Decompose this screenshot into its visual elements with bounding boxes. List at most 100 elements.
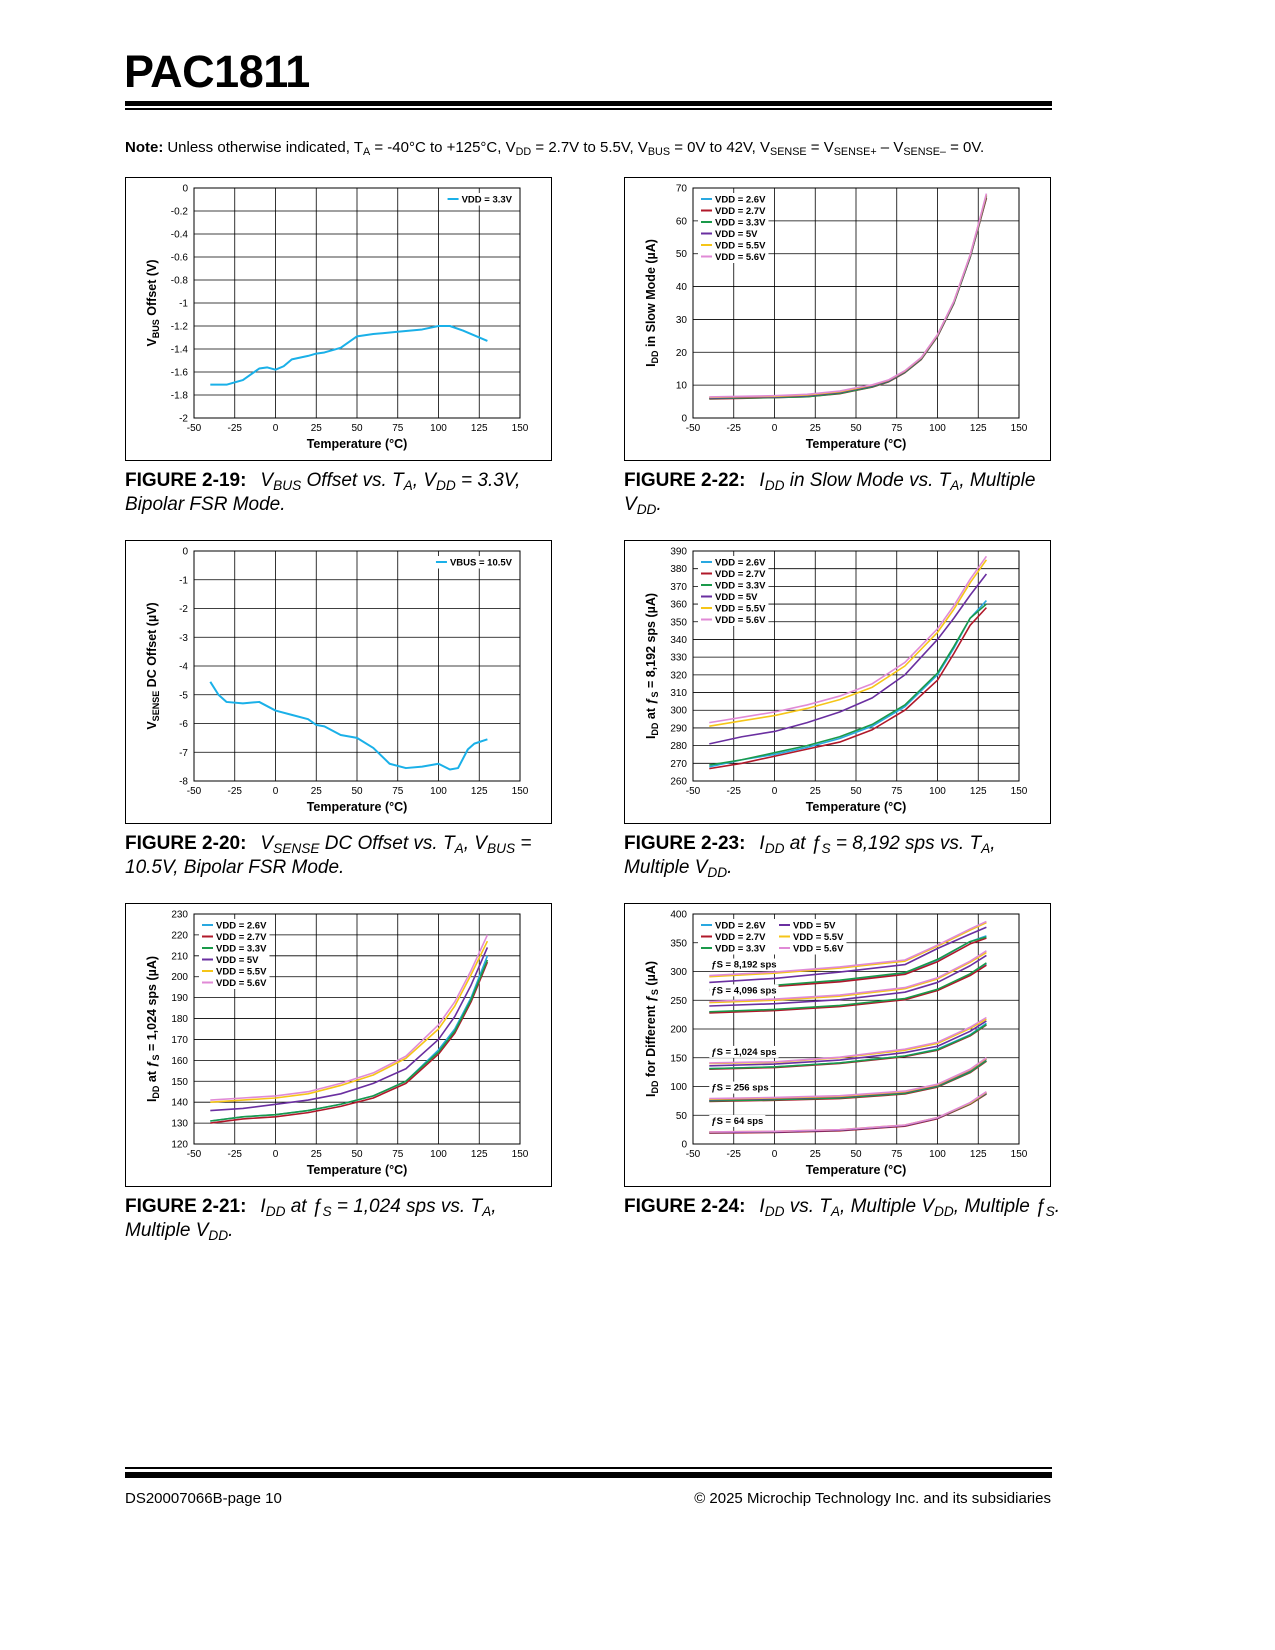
x-tick-label: 150 — [512, 423, 529, 434]
y-tick-label: 350 — [670, 938, 687, 949]
footer-doc-id: DS20007066B-page 10 — [125, 1490, 282, 1507]
y-axis-label-piece: Offset (V) — [145, 259, 159, 319]
x-tick-label: 150 — [512, 1149, 529, 1160]
legend-label: VDD = 5V — [715, 229, 758, 240]
legend-label: VDD = 5V — [715, 592, 758, 603]
caption-piece: DD — [636, 502, 657, 518]
x-tick-label: 125 — [471, 786, 488, 797]
figure: 120 130 140 150 160 170 180 190 200 210 220 230 -50 -… — [125, 903, 552, 1266]
series-line — [709, 920, 987, 977]
note-piece: = 2.7V to 5.5V, V — [531, 139, 648, 156]
note-piece: BUS — [647, 146, 671, 159]
y-axis-label-piece: DD — [650, 722, 660, 735]
caption-piece: = 8,192 sps vs. T — [830, 833, 982, 854]
y-tick-label: 60 — [676, 216, 688, 227]
y-tick-label: 340 — [670, 635, 687, 646]
series-line — [709, 1091, 987, 1133]
x-tick-label: 75 — [891, 1149, 903, 1160]
caption-piece: A — [454, 841, 464, 857]
x-tick-label: 50 — [351, 786, 363, 797]
x-tick-label: 25 — [311, 1149, 323, 1160]
y-axis-label-piece: S — [650, 989, 660, 995]
series-line — [209, 681, 488, 771]
y-tick-label: -4 — [179, 662, 188, 673]
caption-piece: Offset vs. T — [301, 470, 404, 491]
annotation: ƒS = 8,192 sps — [711, 960, 776, 971]
caption-piece: A — [403, 478, 413, 494]
y-tick-label: -0.6 — [171, 253, 189, 264]
caption-piece: I — [759, 470, 765, 491]
x-tick-label: -25 — [727, 786, 742, 797]
caption-piece: BUS — [273, 478, 302, 494]
caption-piece: I — [260, 1196, 266, 1217]
y-tick-label: 50 — [676, 1111, 688, 1122]
annotation-bg — [709, 1045, 779, 1058]
y-axis-label-piece: DD — [650, 1080, 660, 1093]
x-tick-label: 125 — [471, 1149, 488, 1160]
y-tick-label: 130 — [171, 1119, 188, 1130]
series-line — [709, 926, 987, 984]
y-tick-label: -1 — [179, 299, 188, 310]
y-tick-label: 200 — [171, 972, 188, 983]
caption-piece: DD — [208, 1228, 229, 1244]
x-tick-label: 100 — [430, 1149, 447, 1160]
caption-text: VBUS Offset vs. TA, VDD = 3.3V, Bipolar … — [125, 470, 520, 515]
y-tick-label: 200 — [670, 1025, 687, 1036]
chart: -2 -1.8 -1.6 -1.4 -1.2 -1 -0.8 -0.6 -0.4 -0.2 0 -50… — [125, 177, 552, 461]
figure-number: FIGURE 2-24: — [624, 1196, 746, 1217]
x-tick-label: 25 — [810, 786, 822, 797]
note-piece: = 0V. — [945, 139, 985, 156]
series-line — [709, 555, 988, 724]
y-axis-label-piece: BUS — [151, 319, 161, 338]
caption: FIGURE 2-21: IDD at ƒS = 1,024 sps vs. TA… — [125, 1195, 565, 1243]
figure: 0 10 20 30 40 50 60 70 -50 -25 0 25 50 75 100 125 150 Tem… — [624, 177, 1051, 540]
plot-frame — [692, 913, 1020, 1145]
y-tick-label: 50 — [676, 249, 688, 260]
x-tick-label: 25 — [810, 423, 822, 434]
series-line — [709, 954, 987, 1007]
caption-piece: , V — [412, 470, 436, 491]
annotation: ƒS = 4,096 sps — [711, 985, 776, 996]
chart: 120 130 140 150 160 170 180 190 200 210 220 230 -50 -… — [125, 903, 552, 1187]
caption: FIGURE 2-20: VSENSE DC Offset vs. TA, VBU… — [125, 832, 565, 880]
x-tick-label: 125 — [471, 423, 488, 434]
y-tick-label: 370 — [670, 582, 687, 593]
chart: 0 10 20 30 40 50 60 70 -50 -25 0 25 50 75 100 125 150 Tem… — [624, 177, 1051, 461]
chart: 0 50 100 150 200 250 300 350 400 -50 -25 0 25 50 75 100… — [624, 903, 1051, 1187]
annotation: ƒS = 1,024 sps — [711, 1047, 776, 1058]
x-tick-label: 100 — [430, 423, 447, 434]
y-tick-label: 300 — [670, 967, 687, 978]
note-piece: = V — [806, 139, 834, 156]
y-tick-label: -2 — [179, 604, 188, 615]
caption-piece: at ƒ — [784, 833, 822, 854]
caption: FIGURE 2-22: IDD in Slow Mode vs. TA, Mul… — [624, 469, 1064, 517]
x-tick-label: 25 — [311, 786, 323, 797]
caption-piece: A — [981, 841, 991, 857]
y-tick-label: -0.4 — [171, 230, 189, 241]
figure: 260 270 280 290 300 310 320 330 340 350 360 370 380 3… — [624, 540, 1051, 903]
y-tick-label: 380 — [670, 564, 687, 575]
footer-rule — [125, 1467, 1052, 1469]
note-piece: = -40°C to +125°C, V — [370, 139, 516, 156]
caption-piece: DD — [436, 478, 456, 494]
y-tick-label: 170 — [171, 1035, 188, 1046]
x-tick-label: 50 — [351, 423, 363, 434]
x-tick-label: -50 — [686, 786, 701, 797]
caption-piece: at ƒ — [285, 1196, 323, 1217]
x-tick-label: 75 — [891, 423, 903, 434]
y-tick-label: 0 — [182, 184, 188, 195]
y-tick-label: 300 — [670, 706, 687, 717]
y-axis-label-piece: V — [145, 338, 159, 347]
x-tick-label: 0 — [273, 423, 279, 434]
page-title: PAC1811 — [124, 46, 310, 97]
x-tick-label: -25 — [727, 423, 742, 434]
y-axis-label-piece: I — [145, 1099, 159, 1102]
legend-label: VDD = 3.3V — [216, 944, 267, 955]
series-line — [709, 1059, 987, 1102]
x-axis-label: Temperature (°C) — [806, 800, 907, 814]
y-tick-label: 320 — [670, 670, 687, 681]
caption-piece: = 1,024 sps vs. T — [331, 1196, 483, 1217]
legend-label: VBUS = 10.5V — [450, 558, 513, 569]
annotation-bg — [709, 1081, 771, 1094]
